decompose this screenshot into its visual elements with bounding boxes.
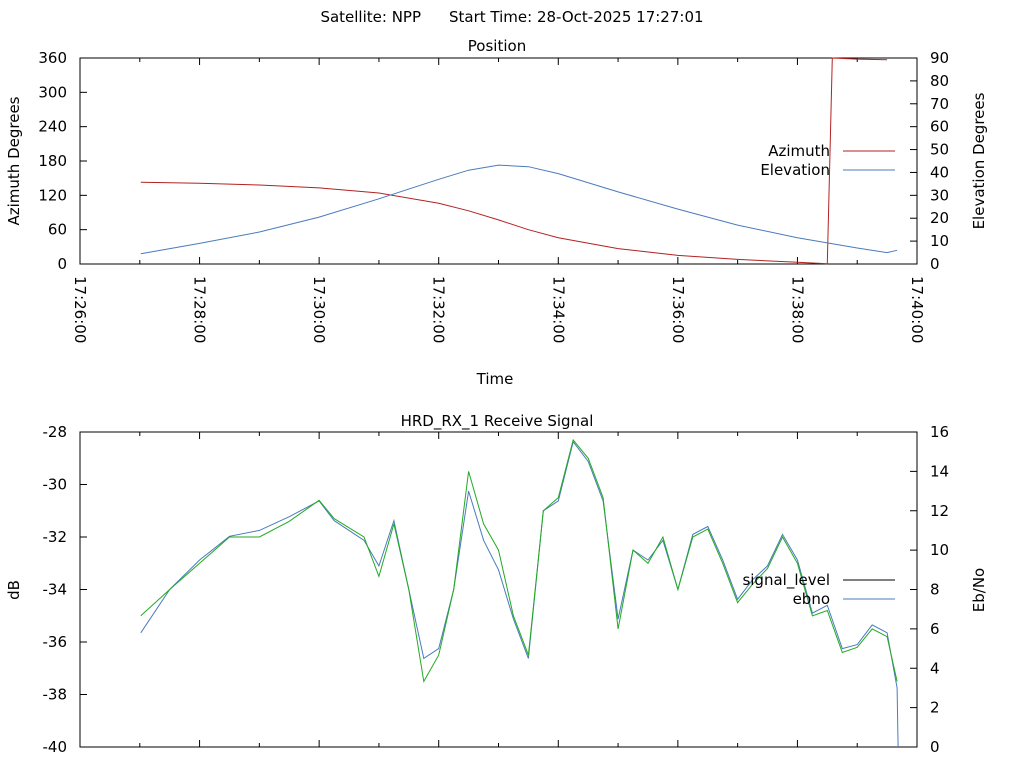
x-tick-label: 17:30:00 xyxy=(310,276,328,343)
y2-tick-label: 40 xyxy=(930,163,949,181)
x-tick-label: 17:34:00 xyxy=(549,276,567,343)
series-line-signal-level-trace xyxy=(140,438,898,683)
y2-tick-label: 30 xyxy=(930,186,949,204)
start-time-label: Start Time: 28-Oct-2025 17:27:01 xyxy=(449,8,704,26)
y-tick-label: -34 xyxy=(43,581,68,599)
y-tick-label: -28 xyxy=(43,423,68,441)
y-tick-label: -36 xyxy=(43,633,68,651)
position-legend: Azimuth Elevation xyxy=(760,142,895,179)
position-series xyxy=(140,57,898,265)
series-line-Azimuth xyxy=(140,57,888,265)
y-tick-label: 0 xyxy=(57,255,67,273)
signal-plot-frame xyxy=(79,431,918,748)
satellite-label: Satellite: NPP xyxy=(320,8,421,26)
y2-tick-label: 14 xyxy=(930,462,949,480)
signal-axes: -40 -38 -36 -34 -32 -30 -28 0 2 4 6 8 10 12 14 16 xyxy=(43,423,950,756)
y2-tick-label: 16 xyxy=(930,423,949,441)
y2-tick-label: 0 xyxy=(930,255,940,273)
legend-signal-level-label: signal_level xyxy=(742,571,830,590)
y2-tick-label: 80 xyxy=(930,72,949,90)
chart-header: Satellite: NPP Start Time: 28-Oct-2025 17… xyxy=(320,8,703,26)
y-tick-label: -32 xyxy=(43,528,68,546)
y2-tick-label: 90 xyxy=(930,49,949,67)
signal-chart-title: HRD_RX_1 Receive Signal xyxy=(401,412,594,431)
y-tick-label: -30 xyxy=(43,476,68,494)
x-tick-label: 17:36:00 xyxy=(669,276,687,343)
y-tick-label: 180 xyxy=(38,152,67,170)
y-tick-label: -38 xyxy=(43,686,68,704)
y2-tick-label: 2 xyxy=(930,699,940,717)
y2-tick-label: 4 xyxy=(930,659,940,677)
y2-tick-label: 50 xyxy=(930,141,949,159)
y2-tick-label: 8 xyxy=(930,581,940,599)
y2-tick-label: 10 xyxy=(930,541,949,559)
x-tick-label: 17:28:00 xyxy=(191,276,209,343)
position-axes: 17:26:00 17:28:00 17:30:00 17:32:00 17:34:00… xyxy=(38,49,949,343)
y2-tick-label: 20 xyxy=(930,209,949,227)
x-tick-label: 17:26:00 xyxy=(71,276,89,343)
y2-tick-label: 70 xyxy=(930,95,949,113)
legend-elevation-label: Elevation xyxy=(760,161,830,179)
y2-tick-label: 12 xyxy=(930,502,949,520)
x-tick-label: 17:40:00 xyxy=(908,276,926,343)
y-tick-label: 240 xyxy=(38,118,67,136)
db-axis-label: dB xyxy=(5,580,23,600)
time-axis-label: Time xyxy=(476,370,514,388)
signal-series xyxy=(140,438,899,748)
position-chart-title: Position xyxy=(468,37,526,55)
y-tick-label: 360 xyxy=(38,49,67,67)
series-line-ebno xyxy=(140,440,899,748)
legend-azimuth-label: Azimuth xyxy=(768,142,830,160)
ebno-axis-label: Eb/No xyxy=(970,568,988,612)
y-tick-label: -40 xyxy=(43,738,68,756)
azimuth-axis-label: Azimuth Degrees xyxy=(5,96,23,225)
y2-tick-label: 0 xyxy=(930,738,940,756)
elevation-axis-label: Elevation Degrees xyxy=(970,92,988,229)
x-tick-label: 17:38:00 xyxy=(788,276,806,343)
y2-tick-label: 6 xyxy=(930,620,940,638)
y-tick-label: 300 xyxy=(38,83,67,101)
y-tick-label: 120 xyxy=(38,186,67,204)
y2-tick-label: 60 xyxy=(930,118,949,136)
x-tick-label: 17:32:00 xyxy=(430,276,448,343)
legend-ebno-label: ebno xyxy=(793,590,830,608)
y-tick-label: 60 xyxy=(48,221,67,239)
series-line-Elevation xyxy=(140,164,898,255)
y2-tick-label: 10 xyxy=(930,232,949,250)
signal-legend: signal_level ebno xyxy=(742,571,895,608)
